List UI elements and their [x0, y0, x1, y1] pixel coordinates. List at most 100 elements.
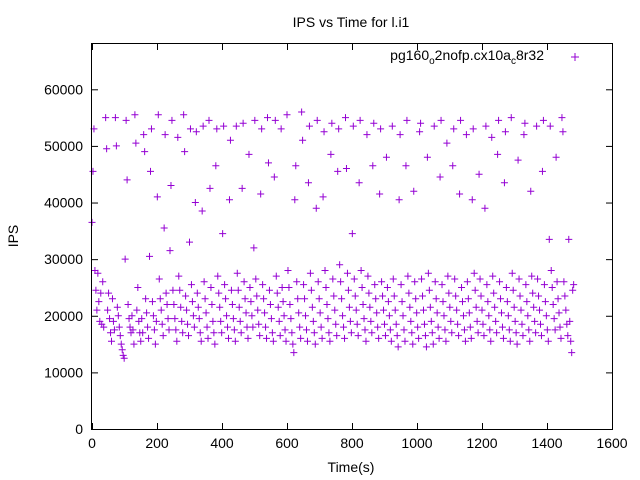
x-tick-label: 1400	[531, 435, 562, 451]
data-point	[232, 122, 240, 130]
data-point	[103, 145, 111, 153]
data-point	[155, 275, 163, 283]
data-point	[351, 292, 359, 300]
data-point	[340, 323, 348, 331]
data-point	[544, 337, 552, 345]
data-point	[251, 116, 259, 124]
data-point	[414, 323, 422, 331]
data-point	[304, 179, 312, 187]
data-point	[459, 298, 466, 306]
data-point	[100, 323, 108, 331]
data-point	[530, 303, 538, 311]
data-point	[124, 300, 132, 308]
data-point	[532, 329, 540, 337]
data-point	[272, 272, 280, 280]
data-point	[467, 334, 475, 342]
data-point	[387, 337, 395, 345]
data-point	[512, 329, 520, 337]
data-point	[295, 309, 303, 317]
data-point	[525, 326, 533, 334]
data-point	[220, 122, 228, 130]
data-point	[99, 278, 107, 286]
data-point	[394, 343, 402, 351]
data-point	[114, 312, 122, 320]
data-point	[288, 329, 296, 337]
data-point	[181, 148, 189, 156]
data-point	[481, 204, 489, 212]
data-point	[122, 116, 130, 124]
data-point	[402, 162, 410, 170]
data-point	[331, 306, 339, 314]
data-point	[507, 114, 515, 122]
data-point	[247, 298, 255, 306]
data-point	[200, 278, 208, 286]
data-point	[429, 340, 437, 348]
data-point	[184, 320, 192, 328]
data-point	[192, 128, 200, 136]
data-point	[517, 306, 525, 314]
data-point	[266, 300, 274, 308]
data-point	[484, 298, 492, 306]
data-point	[187, 281, 195, 289]
data-point	[541, 298, 549, 306]
data-point	[316, 309, 324, 317]
data-point	[231, 337, 239, 345]
data-point	[281, 326, 289, 334]
y-axis-label: IPS	[5, 225, 21, 248]
data-point	[446, 303, 454, 311]
data-point	[130, 340, 138, 348]
data-point	[392, 320, 400, 328]
y-tick-label: 60000	[44, 81, 83, 97]
data-point	[320, 128, 328, 136]
data-point	[409, 340, 417, 348]
data-point	[188, 298, 196, 306]
data-point	[270, 173, 278, 181]
data-point	[294, 295, 302, 303]
data-point	[299, 136, 307, 144]
data-point	[194, 303, 202, 311]
data-point	[214, 272, 222, 280]
data-point	[361, 326, 369, 334]
data-point	[410, 187, 418, 195]
data-point	[506, 337, 514, 345]
data-point	[148, 298, 156, 306]
data-point	[301, 295, 309, 303]
data-point	[420, 306, 427, 314]
data-point	[498, 323, 506, 331]
data-point	[160, 224, 168, 232]
data-point	[477, 292, 485, 300]
data-point	[381, 320, 388, 328]
data-point	[175, 272, 183, 280]
data-point	[444, 272, 452, 280]
data-point	[323, 300, 331, 308]
data-point	[514, 156, 522, 164]
data-point	[292, 162, 300, 170]
data-point	[527, 187, 535, 195]
data-point	[526, 337, 534, 345]
data-point	[129, 326, 137, 334]
data-point	[235, 303, 243, 311]
data-point	[375, 334, 383, 342]
data-point	[427, 317, 435, 325]
data-point	[143, 309, 151, 317]
data-point	[406, 303, 414, 311]
plot-frame	[91, 43, 613, 430]
data-point	[471, 286, 479, 294]
data-point	[177, 303, 185, 311]
data-point	[519, 332, 527, 340]
data-point	[147, 167, 154, 175]
data-point	[411, 278, 419, 286]
data-point	[146, 252, 154, 260]
data-point	[362, 337, 370, 345]
data-point	[265, 286, 273, 294]
data-point	[287, 315, 295, 323]
data-point	[415, 334, 423, 342]
data-point	[568, 349, 576, 357]
data-point	[191, 199, 199, 207]
data-point	[216, 303, 224, 311]
data-point	[94, 269, 102, 277]
data-point	[314, 278, 322, 286]
data-point	[210, 329, 218, 337]
data-point	[510, 303, 518, 311]
data-point	[221, 281, 229, 289]
